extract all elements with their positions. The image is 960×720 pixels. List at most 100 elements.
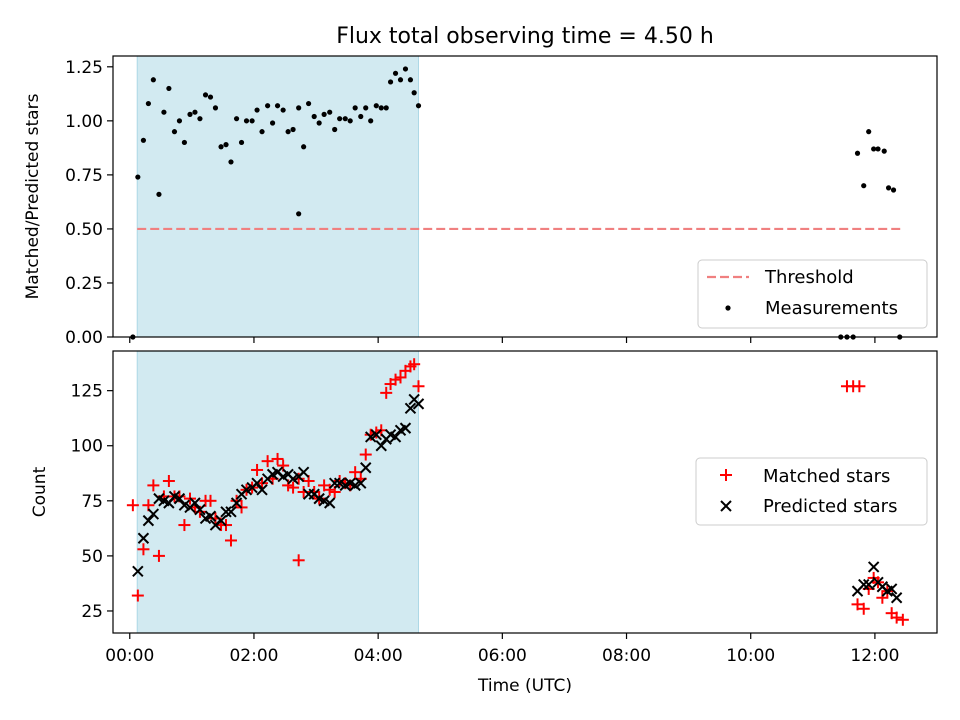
legend-matched-swatch <box>720 469 732 481</box>
chart-title: Flux total observing time = 4.50 h <box>336 24 714 49</box>
measurement-point <box>378 105 384 111</box>
matched-star-point <box>137 543 150 556</box>
predicted-star-point-b <box>168 490 181 503</box>
measurement-point <box>296 211 302 217</box>
predicted-star-point <box>399 422 412 434</box>
measurement-point <box>327 109 333 115</box>
predicted-star-point-b <box>412 398 425 410</box>
predicted-star-point <box>328 477 341 489</box>
measurement-point <box>181 139 188 146</box>
predicted-star-point-b <box>344 477 356 489</box>
measurement-point <box>358 113 364 120</box>
measurement-point <box>254 107 260 113</box>
predicted-star-point-b <box>360 462 372 474</box>
x-tick-label: 10:00 <box>726 646 775 666</box>
measurement-point <box>402 66 409 72</box>
top-observing-window-shade <box>136 55 420 338</box>
matched-star-point <box>152 549 165 562</box>
matched-star-point <box>890 611 903 624</box>
predicted-star-point <box>297 466 310 478</box>
matched-star-point <box>204 494 217 507</box>
bottom-shade-layer <box>136 350 420 634</box>
matched-star-point <box>271 452 284 465</box>
matched-star-point <box>147 479 160 492</box>
predicted-star-point-b <box>885 583 898 595</box>
measurement-point <box>875 146 881 152</box>
legend-measurements-label: Measurements <box>765 298 898 319</box>
matched-star-point <box>230 494 243 507</box>
measurement-point <box>871 146 877 152</box>
measurement-point <box>280 107 286 113</box>
measurement-point <box>352 105 358 111</box>
predicted-star-point <box>256 484 268 496</box>
matched-star-point <box>380 386 393 399</box>
predicted-star-point-b <box>867 561 880 573</box>
predicted-star-point <box>251 477 263 489</box>
measurement-point <box>218 144 224 150</box>
top-y-tick-label: 0.25 <box>65 274 103 294</box>
predicted-star-point-b <box>384 429 397 441</box>
measurement-point <box>145 100 151 107</box>
measurement-point <box>383 105 389 111</box>
measurement-point <box>150 77 156 83</box>
measurement-point <box>397 77 404 83</box>
bottom-y-tick-label: 50 <box>81 547 103 567</box>
top-legend: Threshold Measurements <box>697 259 928 329</box>
measurement-point <box>321 111 327 117</box>
top-y-tick-label: 0.50 <box>65 220 103 240</box>
legend-predicted-label: Predicted stars <box>763 496 897 517</box>
measurement-point <box>285 129 291 135</box>
x-tick-label: 06:00 <box>478 646 527 666</box>
matched-star-point <box>292 472 305 485</box>
matched-star-point <box>876 591 889 604</box>
legend-threshold-label: Threshold <box>764 267 854 288</box>
bottom-legend: Matched stars Predicted stars <box>695 457 928 526</box>
top-panel: 0.00 0.25 0.50 0.75 1.00 1.25 Matched/Predict… <box>23 55 938 348</box>
predicted-star-point <box>375 440 387 452</box>
predicted-star-point-b <box>370 429 382 441</box>
predicted-star-point <box>867 561 880 573</box>
measurement-point <box>207 94 214 100</box>
matched-star-point <box>292 554 305 567</box>
predicted-star-point-b <box>147 508 160 520</box>
measurement-point <box>854 150 861 156</box>
predicted-star-point-b <box>225 506 237 518</box>
predicted-star-point-b <box>142 514 155 527</box>
measurement-point <box>861 183 867 189</box>
predicted-star-point-b <box>389 431 402 443</box>
measurement-point <box>392 70 399 76</box>
top-axes-frame <box>112 55 938 338</box>
predicted-star-point-b <box>328 477 341 489</box>
matched-star-point <box>162 474 175 487</box>
predicted-star-point <box>220 506 232 518</box>
predicted-star-point-b <box>132 565 144 578</box>
measurement-point <box>347 118 353 124</box>
measurement-point <box>407 77 414 83</box>
matched-star-point <box>853 380 866 393</box>
predicted-star-point <box>412 398 425 410</box>
measurement-point <box>368 118 374 124</box>
measurement-point <box>202 92 209 98</box>
top-y-tick-label: 1.00 <box>65 112 103 132</box>
predicted-star-point <box>147 508 160 520</box>
matched-star-point <box>408 358 421 371</box>
predicted-star-point-b <box>215 514 227 527</box>
predicted-star-point-b <box>194 503 206 516</box>
measurement-point <box>197 116 203 122</box>
legend-measurements-swatch <box>725 305 731 311</box>
matched-star-point <box>851 598 864 611</box>
measurement-point <box>259 129 265 135</box>
predicted-star-point <box>862 578 875 591</box>
bottom-tick-layer: 25 50 75 100 125 00:00 02:00 04:00 06:00 08:00 10:… <box>71 382 900 666</box>
matched-star-point <box>126 499 139 512</box>
predicted-star-point-b <box>204 510 217 522</box>
predicted-star-point <box>404 402 417 414</box>
predicted-star-point-b <box>230 497 243 509</box>
matched-star-point <box>178 519 191 532</box>
measurement-point <box>171 129 178 135</box>
x-tick-label: 02:00 <box>229 646 278 666</box>
measurement-point <box>223 142 229 148</box>
bottom-y-axis-label: Count <box>30 466 50 517</box>
measurement-point <box>866 129 872 135</box>
bottom-y-tick-label: 100 <box>71 437 103 457</box>
